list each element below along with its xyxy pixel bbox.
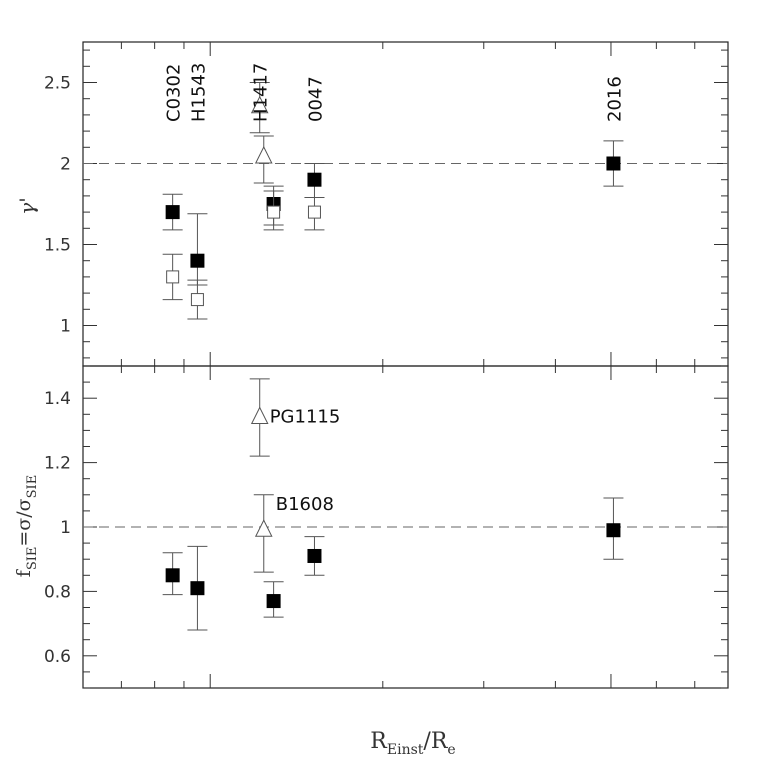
x-axis-title: REinst/Re (370, 729, 455, 758)
y-title-part: f (13, 568, 35, 577)
data-point-open-square (307, 205, 321, 219)
y-tick-label: 2 (60, 155, 71, 175)
point-label: B1608 (276, 494, 334, 515)
point-label: C0302 (164, 64, 185, 122)
y-tick-label: 1.4 (44, 389, 71, 409)
y-tick-label: 1 (60, 317, 71, 337)
data-point-filled-square (307, 548, 322, 563)
y-tick-label: 1.2 (44, 454, 71, 474)
data-point-open-square (190, 293, 204, 307)
data-point-filled-square (606, 523, 621, 538)
x-title-part: e (447, 742, 455, 758)
data-point-filled-square (190, 581, 205, 596)
data-point-open-triangle (250, 406, 269, 425)
data-point-open-square (166, 270, 180, 284)
point-label: H1543 (188, 63, 209, 122)
data-point-open-triangle (254, 145, 273, 164)
point-label: H1417 (251, 63, 272, 122)
y-tick-label: 0.6 (44, 647, 71, 667)
x-title-part: Einst (387, 742, 424, 758)
bottom-panel: 0.6 0.8 1 1.2 1.4 PG1115 B1608 (44, 365, 729, 689)
y-axis-title-bottom: fSIE=σ/σSIE (13, 475, 40, 577)
data-point-filled-square (190, 253, 205, 268)
top-panel: 1 1.5 2 2.5 C0302 H1543 H1417 0047 2016 (44, 41, 729, 367)
y-tick-label: 2.5 (44, 74, 71, 94)
data-point-open-triangle (250, 95, 269, 114)
x-title-part: /R (423, 729, 448, 754)
y-title-part: SIE (25, 475, 40, 499)
point-label: 0047 (305, 76, 326, 122)
data-point-filled-square (165, 568, 180, 583)
data-point-filled-square (165, 205, 180, 220)
data-point-filled-square (307, 172, 322, 187)
y-title-part: =σ/σ (13, 498, 35, 546)
y-tick-label: 0.8 (44, 582, 71, 602)
data-point-filled-square (606, 156, 621, 171)
data-point-open-square (267, 205, 281, 219)
y-tick-label: 1 (60, 518, 71, 538)
x-title-part: R (370, 729, 388, 754)
y-title-part: SIE (25, 547, 40, 571)
data-point-filled-square (266, 594, 281, 609)
data-point-open-triangle (254, 519, 273, 537)
point-label: PG1115 (270, 407, 341, 428)
y-axis-title-top: γ' (15, 197, 39, 214)
point-label: 2016 (604, 76, 625, 122)
y-tick-label: 1.5 (44, 236, 71, 256)
